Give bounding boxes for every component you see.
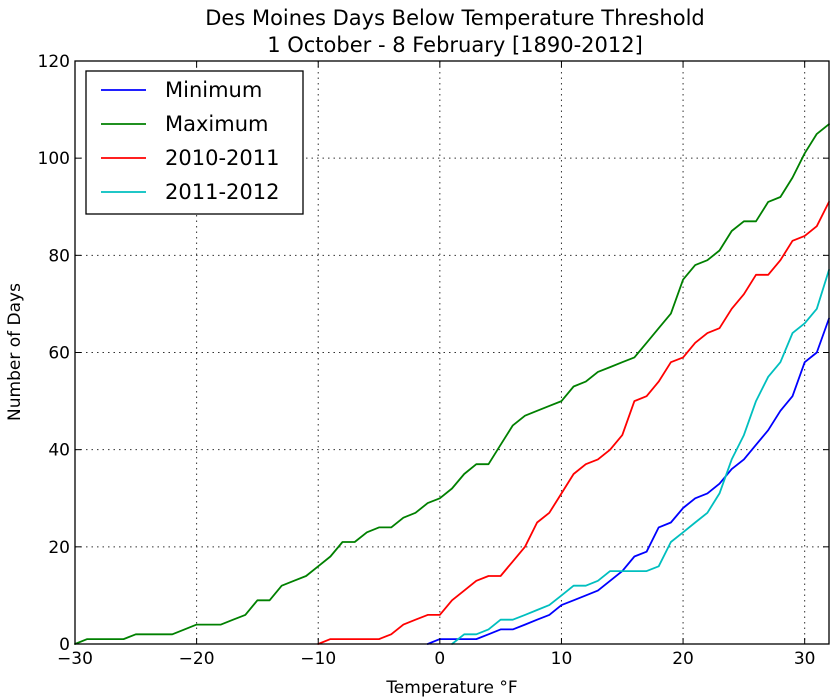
y-tick-label: 100	[38, 149, 70, 169]
y-tick-label: 120	[38, 52, 70, 72]
series-line-2	[317, 200, 830, 645]
x-tick-label: 30	[794, 649, 816, 669]
legend-label-3: 2011-2012	[165, 180, 279, 204]
series-line-1	[74, 123, 830, 645]
legend-frame	[85, 70, 304, 215]
x-tick-labels: −30 −20 −10 0 10 20 30	[57, 649, 815, 669]
x-tick-label: −20	[179, 649, 215, 669]
y-tick-label: 40	[48, 441, 70, 461]
x-axis-label: Temperature °F	[385, 678, 517, 698]
series-line-0	[426, 317, 830, 645]
y-tick-label: 0	[59, 635, 70, 655]
y-tick-label: 80	[48, 246, 70, 266]
legend-label-0: Minimum	[165, 78, 262, 102]
legend-label-2: 2010-2011	[165, 146, 279, 170]
y-tick-labels: 0 20 40 60 80 100 120	[38, 52, 70, 655]
x-tick-label: 20	[672, 649, 694, 669]
tick-marks	[74, 60, 829, 645]
y-tick-label: 20	[48, 538, 70, 558]
x-tick-label: 0	[434, 649, 445, 669]
y-axis-label: Number of Days	[5, 283, 25, 421]
legend-label-1: Maximum	[165, 112, 268, 136]
chart-subtitle: 1 October - 8 February [1890-2012]	[267, 33, 643, 57]
x-tick-label: −30	[57, 649, 93, 669]
y-tick-label: 60	[48, 344, 70, 364]
series-layer	[74, 123, 830, 645]
legend-entries: Minimum Maximum 2010-2011 2011-2012	[101, 78, 279, 204]
x-tick-label: 10	[551, 649, 573, 669]
legend: Minimum Maximum 2010-2011 2011-2012	[85, 70, 304, 215]
chart-title: Des Moines Days Below Temperature Thresh…	[205, 6, 705, 30]
series-line-3	[451, 268, 830, 645]
x-tick-label: −10	[300, 649, 336, 669]
